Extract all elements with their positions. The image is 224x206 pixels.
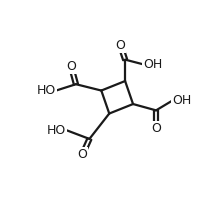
Text: O: O [115, 39, 125, 52]
Text: OH: OH [143, 58, 163, 71]
Text: O: O [77, 148, 87, 161]
Text: HO: HO [37, 84, 56, 97]
Text: O: O [151, 122, 161, 135]
Text: O: O [66, 60, 76, 73]
Text: HO: HO [47, 124, 67, 137]
Text: OH: OH [172, 94, 191, 107]
